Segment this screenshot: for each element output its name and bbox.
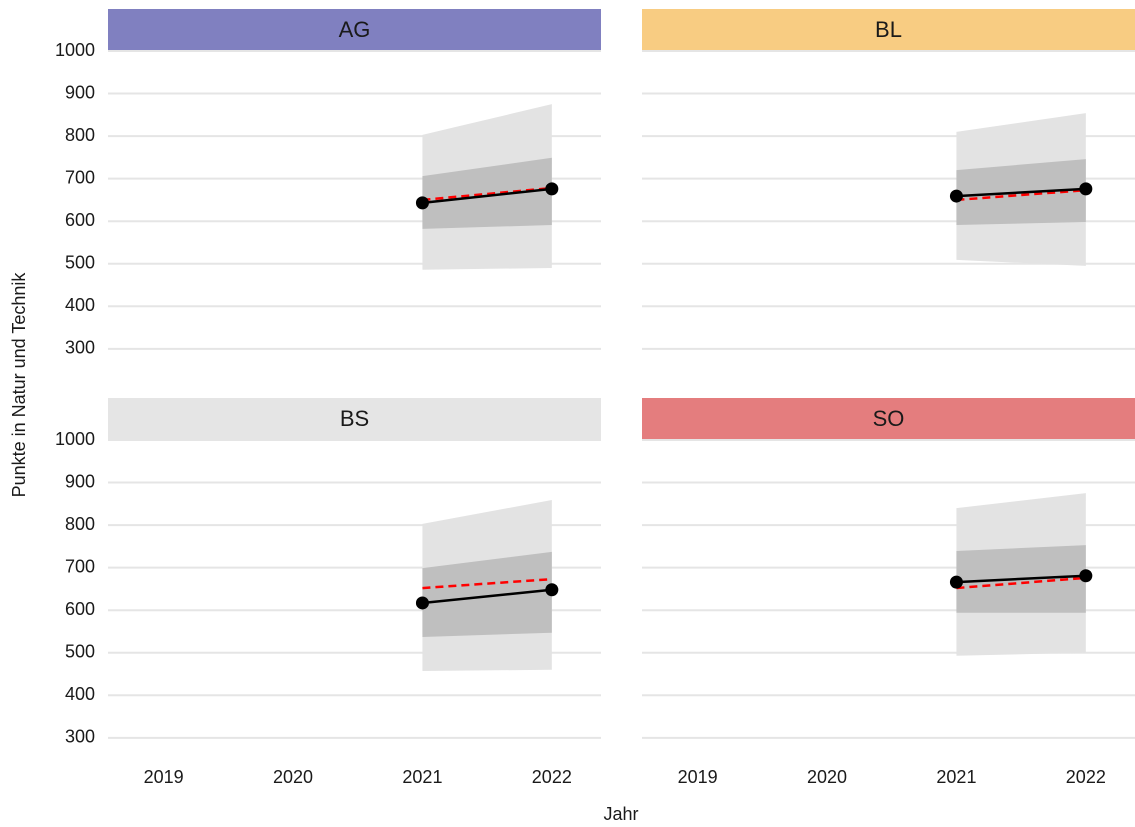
y-tick-label: 400: [65, 684, 95, 704]
x-axis-label: Jahr: [603, 804, 638, 824]
y-tick-label: 600: [65, 210, 95, 230]
y-tick-label: 900: [65, 471, 95, 491]
y-tick-label: 600: [65, 599, 95, 619]
facet-title: SO: [873, 406, 905, 431]
facet-title: BS: [340, 406, 369, 431]
x-tick-label: 2021: [936, 767, 976, 787]
x-tick-label: 2019: [144, 767, 184, 787]
y-tick-label: 1000: [55, 40, 95, 60]
reference-line: [956, 188, 1086, 202]
x-tick-label: 2020: [807, 767, 847, 787]
data-point: [1079, 182, 1093, 196]
y-tick-label: 400: [65, 295, 95, 315]
y-tick-label: 800: [65, 514, 95, 534]
y-tick-label: 300: [65, 338, 95, 358]
mean-line: [956, 187, 1086, 198]
data-point: [1079, 569, 1093, 583]
uncertainty-band: [422, 551, 552, 637]
x-tick-label: 2022: [532, 767, 572, 787]
x-tick-label: 2021: [402, 767, 442, 787]
y-tick-label: 1000: [55, 429, 95, 449]
facet-strip: [642, 398, 1135, 440]
y-tick-label: 300: [65, 727, 95, 747]
x-tick-label: 2020: [273, 767, 313, 787]
data-point: [949, 189, 963, 203]
facet-title: BL: [875, 17, 902, 42]
y-tick-label: 700: [65, 556, 95, 576]
reference-line: [956, 576, 1086, 590]
facet-strip: [108, 398, 601, 440]
facet-title: AG: [339, 17, 371, 42]
data-point: [415, 596, 429, 610]
facet-strip: [108, 9, 601, 51]
y-axis-label: Punkte in Natur und Technik: [9, 272, 29, 498]
y-tick-label: 700: [65, 167, 95, 187]
data-point: [415, 196, 429, 210]
y-tick-label: 900: [65, 82, 95, 102]
x-tick-label: 2022: [1066, 767, 1106, 787]
y-tick-label: 500: [65, 252, 95, 272]
facet-strip: [642, 9, 1135, 51]
data-point: [949, 575, 963, 589]
data-point: [545, 583, 559, 597]
y-tick-label: 800: [65, 125, 95, 145]
reference-line: [422, 577, 552, 590]
mean-line: [422, 588, 552, 605]
x-tick-label: 2019: [678, 767, 718, 787]
data-point: [545, 182, 559, 196]
y-tick-label: 500: [65, 641, 95, 661]
mean-line: [956, 574, 1086, 584]
mean-line: [422, 187, 552, 205]
